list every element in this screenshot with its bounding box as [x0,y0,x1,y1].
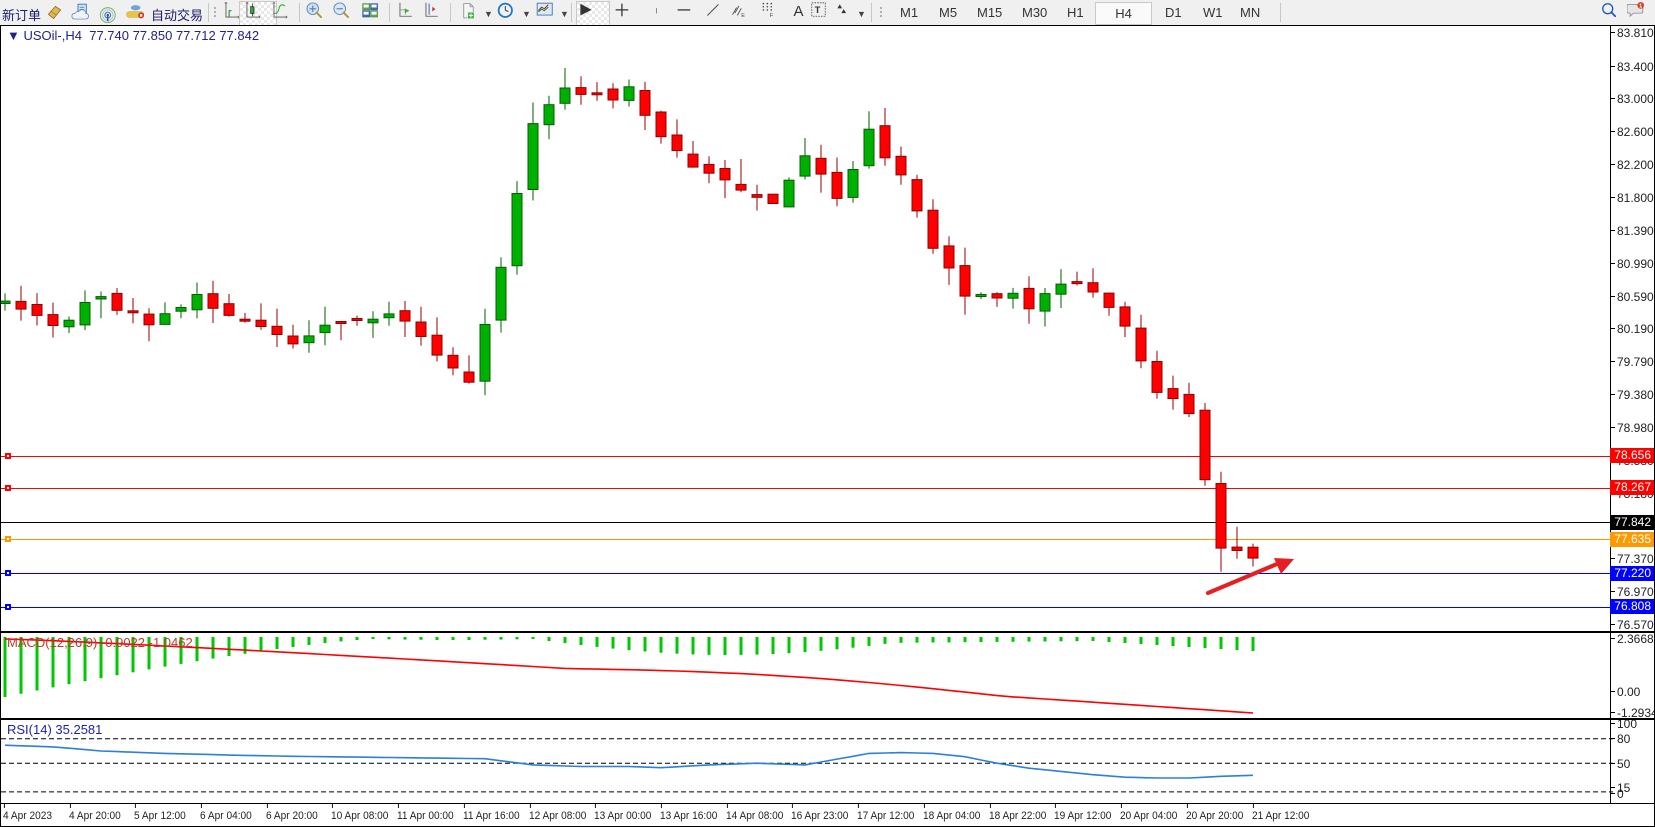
svg-text:F: F [770,13,774,19]
svg-text:1: 1 [1639,4,1642,10]
svg-text:E: E [741,13,745,19]
svg-text:T: T [815,5,821,16]
